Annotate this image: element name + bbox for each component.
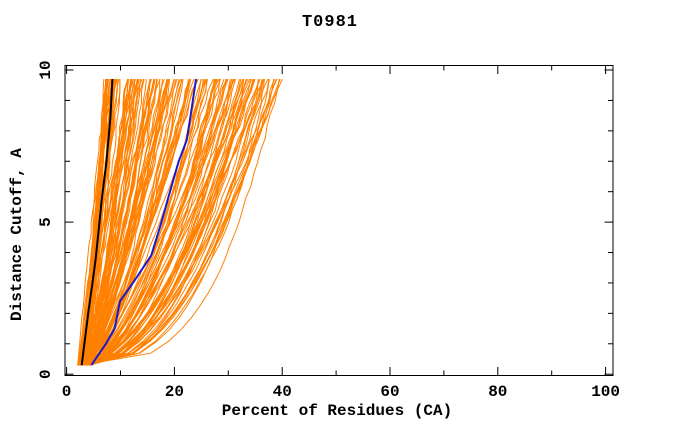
prediction-curve [81,78,191,366]
y-tick-label: 5 [37,217,55,227]
prediction-curve [90,78,247,366]
x-tick-label: 100 [591,383,620,401]
chart-title: T0981 [301,13,358,32]
prediction-curve [78,78,178,366]
highlighted-model-blue-curve [90,78,197,366]
x-tick-label: 80 [488,383,507,401]
y-tick-label: 0 [37,369,55,379]
x-tick-label: 0 [62,383,72,401]
prediction-curve [83,78,254,366]
prediction-curve [86,79,136,366]
plot-border [64,65,614,376]
prediction-curve [85,78,192,366]
prediction-curve [87,79,234,366]
prediction-curve [86,78,155,366]
prediction-curve [83,79,265,366]
prediction-curve [89,79,151,366]
prediction-curve [77,78,110,366]
y-tick-label: 10 [37,60,55,79]
prediction-curve [87,78,152,366]
prediction-curve [80,78,277,366]
prediction-curve [90,78,222,366]
x-axis-title: Percent of Residues (CA) [221,402,453,420]
reference-model-black-curve [80,79,114,366]
prediction-curve [89,79,202,366]
prediction-curve [80,78,265,366]
prediction-curve [85,79,245,366]
x-tick-label: 60 [380,383,399,401]
prediction-curve [77,79,275,366]
prediction-curve [80,78,233,366]
prediction-curve [82,79,231,366]
prediction-curve [80,78,169,366]
prediction-curve [86,79,259,366]
prediction-curve [88,79,158,366]
prediction-curve [87,78,228,366]
prediction-curve [80,79,204,366]
prediction-curve [86,78,143,366]
prediction-curve [85,79,134,366]
prediction-curve [88,79,109,366]
prediction-curve [89,78,180,366]
prediction-curve [83,78,236,366]
prediction-curve [82,78,115,366]
x-tick-label: 40 [273,383,292,401]
prediction-curve [84,78,214,366]
prediction-curve [79,78,169,366]
prediction-curve [85,79,270,366]
prediction-curve [86,78,227,366]
prediction-curve [87,78,275,366]
prediction-curve [79,78,283,366]
prediction-curve [88,79,128,366]
prediction-curve [81,79,280,366]
prediction-curve [78,78,255,366]
x-tick-label: 20 [165,383,184,401]
prediction-curve [87,78,177,366]
